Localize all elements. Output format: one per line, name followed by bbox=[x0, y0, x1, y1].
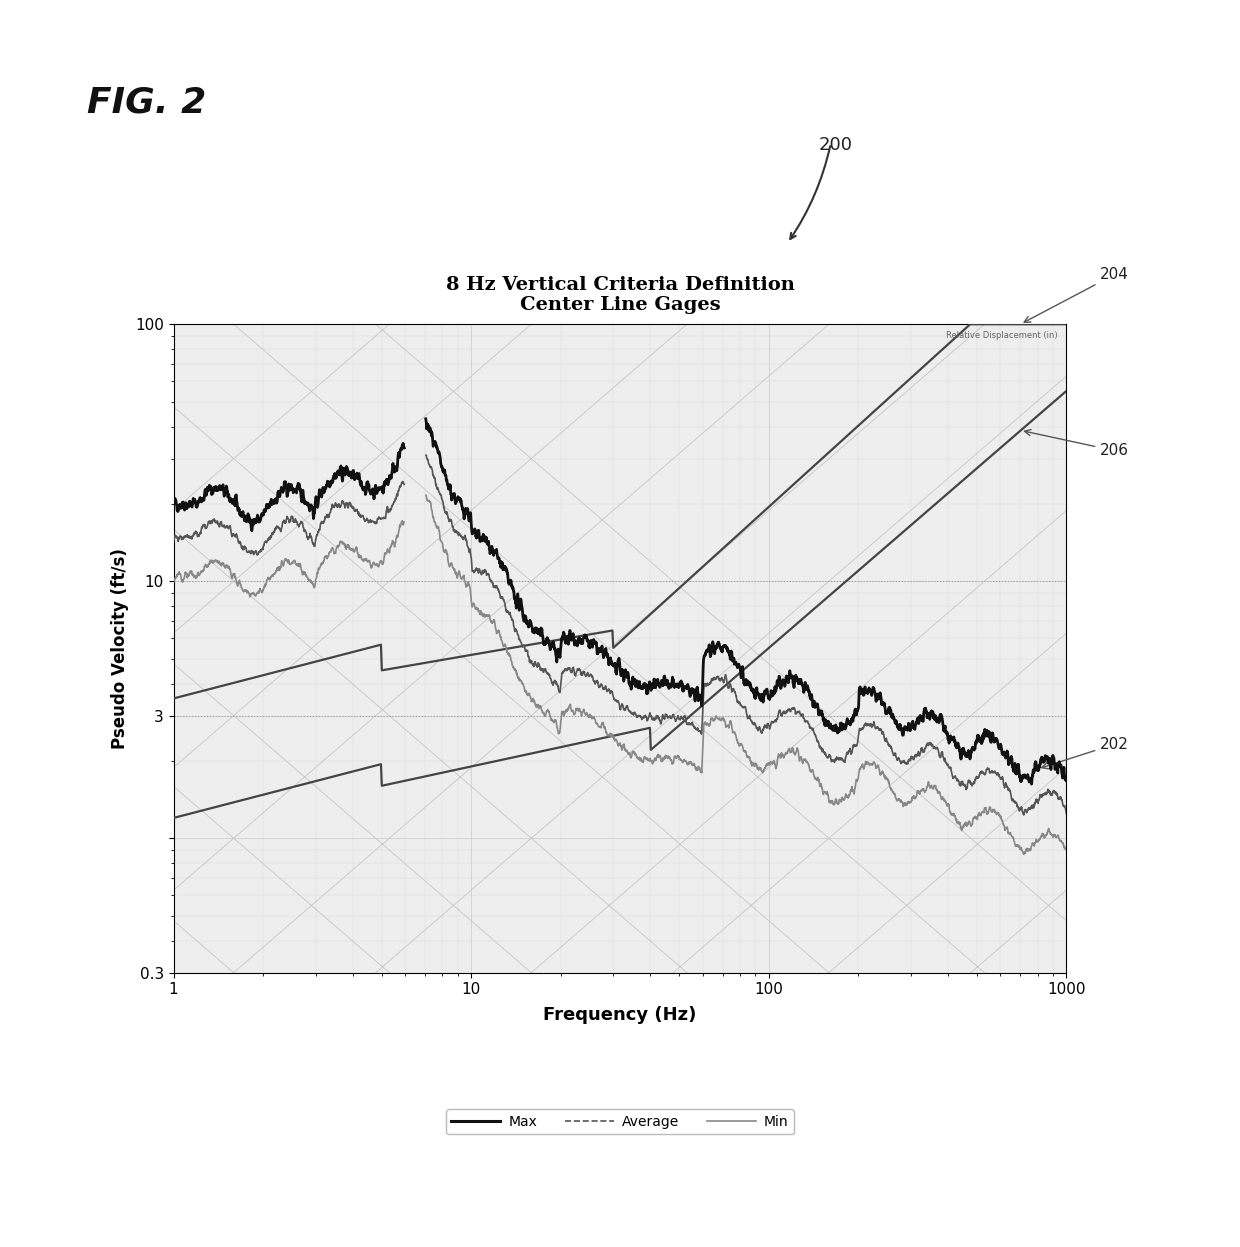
Min bbox=[548, 712, 563, 727]
Min bbox=[166, 575, 181, 590]
Average bbox=[1059, 807, 1074, 822]
Text: 200: 200 bbox=[818, 136, 852, 153]
Average bbox=[508, 622, 523, 637]
Min bbox=[321, 549, 336, 564]
Average bbox=[1042, 783, 1056, 798]
Text: Relative Displacement (in): Relative Displacement (in) bbox=[946, 330, 1058, 339]
Max bbox=[548, 641, 563, 656]
Max bbox=[166, 494, 181, 509]
Text: 202: 202 bbox=[1042, 737, 1130, 768]
Min bbox=[268, 565, 283, 580]
Text: 206: 206 bbox=[1024, 429, 1130, 458]
Min bbox=[946, 808, 961, 823]
Min bbox=[1042, 823, 1056, 838]
Y-axis label: Pseudo Velocity (ft/s): Pseudo Velocity (ft/s) bbox=[112, 547, 129, 749]
Average bbox=[946, 771, 961, 786]
Max bbox=[1042, 752, 1056, 767]
Max bbox=[508, 601, 523, 616]
Average bbox=[268, 521, 283, 536]
Min bbox=[1059, 839, 1074, 854]
Line: Max: Max bbox=[174, 419, 1066, 784]
Average bbox=[321, 508, 336, 522]
Title: 8 Hz Vertical Criteria Definition
Center Line Gages: 8 Hz Vertical Criteria Definition Center… bbox=[445, 276, 795, 314]
Text: 204: 204 bbox=[1024, 267, 1130, 322]
Max bbox=[321, 475, 336, 490]
Max bbox=[268, 493, 283, 508]
Average bbox=[166, 534, 181, 549]
Max bbox=[1059, 773, 1074, 788]
X-axis label: Frequency (Hz): Frequency (Hz) bbox=[543, 1006, 697, 1024]
Text: FIG. 2: FIG. 2 bbox=[87, 85, 206, 120]
Min bbox=[508, 663, 523, 678]
Line: Average: Average bbox=[174, 455, 1066, 816]
Average bbox=[548, 673, 563, 688]
Legend: Max, Average, Min: Max, Average, Min bbox=[446, 1110, 794, 1135]
Line: Min: Min bbox=[174, 495, 1066, 854]
Max bbox=[946, 732, 961, 747]
